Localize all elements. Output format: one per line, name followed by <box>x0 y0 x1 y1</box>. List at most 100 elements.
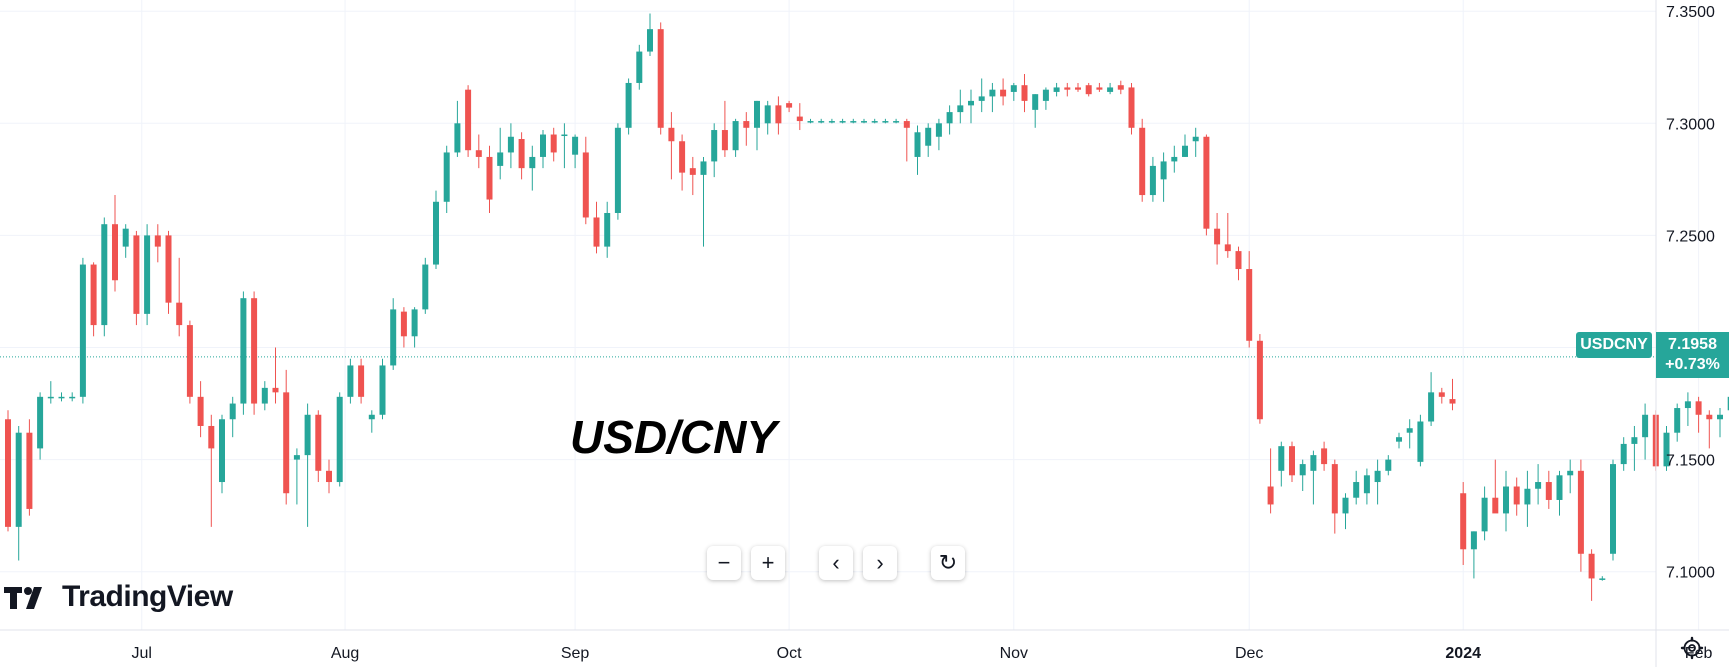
candle[interactable] <box>326 459 332 494</box>
candle[interactable] <box>807 118 814 124</box>
candle[interactable] <box>786 100 793 113</box>
candle[interactable] <box>1085 82 1092 97</box>
candle[interactable] <box>689 156 696 196</box>
candle[interactable] <box>1610 459 1616 561</box>
candle[interactable] <box>839 118 846 124</box>
candle[interactable] <box>229 396 236 438</box>
candle[interactable] <box>261 381 268 411</box>
candle[interactable] <box>1139 118 1146 202</box>
candles[interactable] <box>5 13 1729 601</box>
candle[interactable] <box>657 22 664 135</box>
candle[interactable] <box>1717 408 1723 438</box>
candle[interactable] <box>1064 82 1071 97</box>
candle[interactable] <box>1438 387 1445 404</box>
candle[interactable] <box>1010 82 1017 101</box>
candle[interactable] <box>1481 486 1488 541</box>
candle[interactable] <box>1321 441 1328 471</box>
candle[interactable] <box>1428 372 1435 426</box>
candle[interactable] <box>26 419 33 516</box>
candle[interactable] <box>754 100 760 151</box>
candle[interactable] <box>1492 459 1499 514</box>
candle[interactable] <box>507 123 514 169</box>
candle[interactable] <box>1577 459 1584 572</box>
candle[interactable] <box>283 369 290 505</box>
symbol-tag[interactable]: USDCNY <box>1576 332 1652 358</box>
candle[interactable] <box>1256 334 1263 424</box>
candle[interactable] <box>903 118 910 162</box>
candle[interactable] <box>679 134 686 191</box>
candle[interactable] <box>1021 73 1028 113</box>
candle[interactable] <box>721 100 728 157</box>
candle[interactable] <box>1684 392 1691 426</box>
reset-button[interactable]: ↻ <box>931 546 965 580</box>
candle[interactable] <box>1096 82 1103 92</box>
candle[interactable] <box>15 425 22 561</box>
candle[interactable] <box>5 410 11 532</box>
candle[interactable] <box>957 89 964 124</box>
candle[interactable] <box>946 105 953 135</box>
candle[interactable] <box>1042 87 1049 110</box>
candle[interactable] <box>572 134 579 169</box>
candle[interactable] <box>871 118 878 124</box>
candle[interactable] <box>796 103 803 131</box>
candle[interactable] <box>914 125 921 175</box>
candle[interactable] <box>1299 459 1306 491</box>
candle[interactable] <box>465 85 472 157</box>
candle[interactable] <box>47 381 54 404</box>
candle[interactable] <box>390 298 397 370</box>
candle[interactable] <box>443 145 450 213</box>
candle[interactable] <box>1567 459 1574 494</box>
candle[interactable] <box>411 307 418 348</box>
candle[interactable] <box>1385 455 1392 476</box>
candle[interactable] <box>582 136 589 225</box>
candle[interactable] <box>1075 82 1081 92</box>
candle[interactable] <box>1535 464 1542 505</box>
candle[interactable] <box>1363 468 1370 505</box>
zoom-in-button[interactable]: + <box>751 546 785 580</box>
candle[interactable] <box>293 448 300 505</box>
candle[interactable] <box>604 201 611 258</box>
candle[interactable] <box>1203 134 1210 236</box>
candle[interactable] <box>625 78 632 135</box>
candle[interactable] <box>700 156 707 247</box>
candle[interactable] <box>1706 410 1713 449</box>
candle[interactable] <box>208 414 215 527</box>
candle[interactable] <box>454 100 461 157</box>
candle[interactable] <box>1599 576 1606 581</box>
candle[interactable] <box>101 217 108 337</box>
candle[interactable] <box>561 123 568 169</box>
candle[interactable] <box>144 224 151 326</box>
candle[interactable] <box>1674 403 1681 442</box>
candle[interactable] <box>197 381 204 438</box>
candle[interactable] <box>968 89 974 124</box>
candle[interactable] <box>1032 94 1039 128</box>
candle[interactable] <box>219 414 225 494</box>
candle[interactable] <box>1267 448 1274 514</box>
zoom-out-button[interactable]: − <box>707 546 741 580</box>
candle[interactable] <box>1545 470 1552 509</box>
candle[interactable] <box>486 145 493 213</box>
candle[interactable] <box>1117 80 1124 95</box>
candle[interactable] <box>315 410 322 483</box>
candle[interactable] <box>593 201 600 254</box>
candle[interactable] <box>358 358 365 404</box>
candle[interactable] <box>1556 470 1563 516</box>
candle[interactable] <box>133 230 140 326</box>
candle[interactable] <box>989 82 996 113</box>
candle[interactable] <box>1214 212 1221 265</box>
candle[interactable] <box>379 358 386 420</box>
candle[interactable] <box>1246 251 1253 348</box>
candle[interactable] <box>1524 470 1531 527</box>
candle[interactable] <box>764 100 771 135</box>
candle[interactable] <box>540 130 546 169</box>
candle[interactable] <box>475 134 482 169</box>
candle[interactable] <box>176 257 183 337</box>
candle[interactable] <box>1503 470 1509 532</box>
candle[interactable] <box>732 118 739 157</box>
candle[interactable] <box>775 96 782 135</box>
candle[interactable] <box>1182 134 1188 157</box>
candle[interactable] <box>165 230 172 314</box>
candle[interactable] <box>1588 549 1595 601</box>
candle[interactable] <box>154 224 161 263</box>
candle[interactable] <box>400 307 407 348</box>
